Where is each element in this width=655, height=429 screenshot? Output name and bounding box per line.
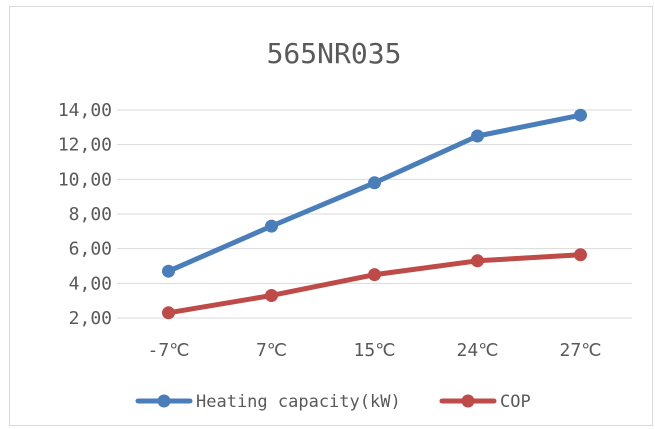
y-axis-ticks: 2,00 4,00 6,00 8,00 10,00 12,00 14,00 — [58, 100, 112, 329]
y-tick-label: 4,00 — [69, 273, 112, 294]
series-2 — [162, 248, 587, 320]
data-point — [162, 306, 175, 320]
series-1 — [162, 108, 587, 278]
x-tick-label: 15℃ — [354, 340, 396, 361]
y-tick-label: 8,00 — [69, 204, 112, 225]
data-point — [162, 264, 175, 278]
data-point — [574, 248, 587, 262]
legend-marker — [157, 394, 171, 408]
series-line — [166, 112, 583, 274]
y-tick-label: 6,00 — [69, 239, 112, 260]
data-point — [265, 219, 278, 233]
legend-item: Heating capacity(kW) — [135, 392, 401, 412]
legend-label: Heating capacity(kW) — [196, 392, 401, 412]
x-axis-ticks: -7℃ 7℃ 15℃ 24℃ 27℃ — [148, 340, 602, 361]
x-tick-label: -7℃ — [148, 340, 190, 361]
y-tick-label: 12,00 — [58, 135, 112, 156]
series-group — [162, 108, 587, 320]
data-point — [265, 288, 278, 302]
data-point — [574, 108, 587, 122]
y-tick-label: 10,00 — [58, 169, 112, 190]
y-tick-label: 2,00 — [69, 308, 112, 329]
data-point — [471, 254, 484, 268]
data-point — [471, 129, 484, 143]
legend-item: COP — [439, 392, 531, 412]
legend-marker — [461, 394, 475, 408]
x-tick-label: 27℃ — [560, 340, 602, 361]
legend: Heating capacity(kW) COP — [135, 392, 531, 412]
x-tick-label: 24℃ — [457, 340, 499, 361]
y-tick-label: 14,00 — [58, 100, 112, 121]
legend-label: COP — [500, 392, 531, 412]
data-point — [368, 176, 381, 190]
gridlines — [117, 109, 632, 319]
x-tick-label: 7℃ — [256, 340, 287, 361]
chart-frame — [9, 6, 653, 426]
data-point — [368, 268, 381, 282]
chart-title: 565NR035 — [267, 37, 402, 70]
